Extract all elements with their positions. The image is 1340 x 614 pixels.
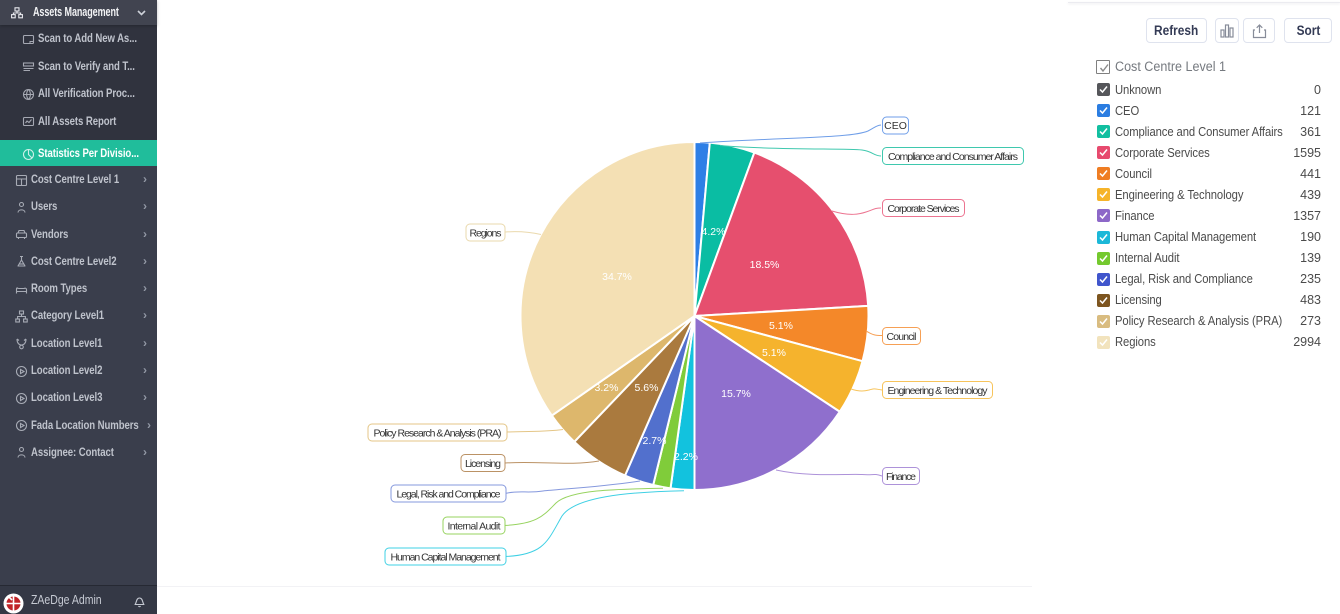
- svg-text:Corporate Services: Corporate Services: [888, 203, 960, 215]
- svg-text:15.7%: 15.7%: [721, 388, 751, 400]
- svg-text:Licensing: Licensing: [465, 458, 501, 470]
- svg-text:Council: Council: [887, 331, 917, 343]
- svg-text:2.7%: 2.7%: [643, 435, 667, 447]
- svg-text:CEO: CEO: [884, 120, 907, 132]
- svg-text:Engineering & Technology: Engineering & Technology: [888, 385, 989, 397]
- svg-text:5.1%: 5.1%: [769, 320, 793, 332]
- svg-text:2.2%: 2.2%: [674, 451, 698, 463]
- svg-text:5.6%: 5.6%: [635, 382, 659, 394]
- svg-text:5.1%: 5.1%: [762, 347, 786, 359]
- svg-text:Legal, Risk and Compliance: Legal, Risk and Compliance: [397, 489, 501, 501]
- svg-text:4.2%: 4.2%: [702, 226, 726, 238]
- svg-text:Internal Audit: Internal Audit: [448, 521, 501, 533]
- svg-text:Regions: Regions: [470, 228, 502, 240]
- svg-text:18.5%: 18.5%: [750, 259, 780, 271]
- svg-text:Policy Research & Analysis (PR: Policy Research & Analysis (PRA): [374, 428, 502, 440]
- svg-text:Finance: Finance: [886, 471, 916, 483]
- svg-text:3.2%: 3.2%: [595, 382, 619, 394]
- svg-text:Human Capital Management: Human Capital Management: [391, 552, 501, 564]
- svg-text:34.7%: 34.7%: [602, 271, 632, 283]
- svg-text:Compliance and Consumer Affair: Compliance and Consumer Affairs: [888, 151, 1018, 163]
